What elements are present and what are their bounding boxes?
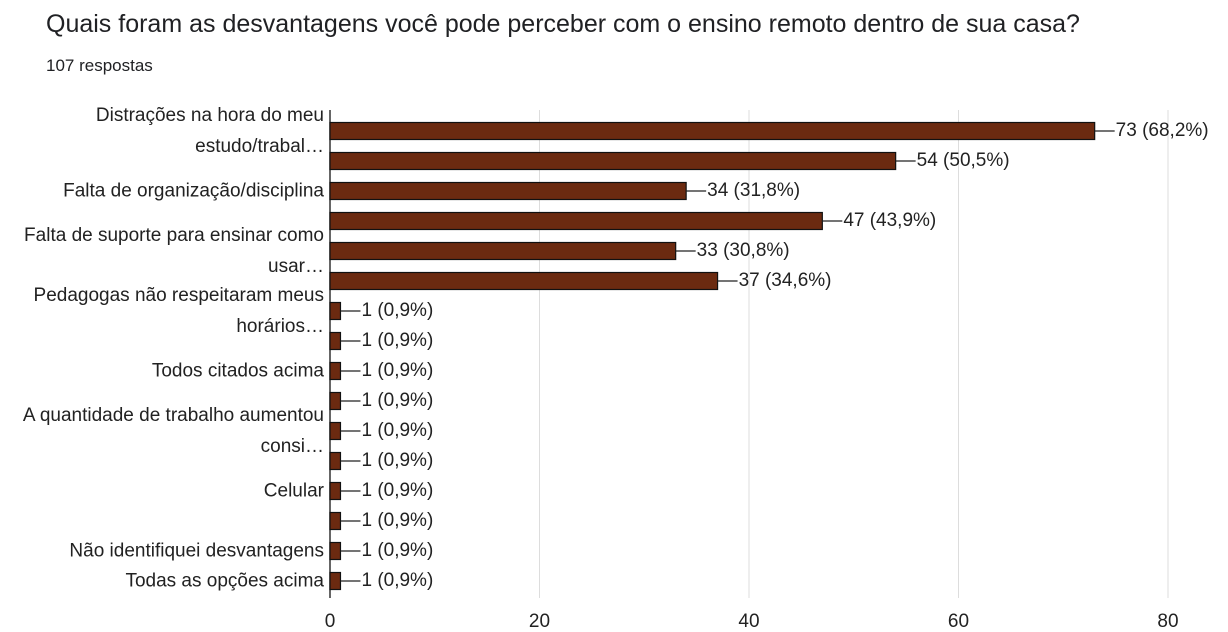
value-label: 1 (0,9%) bbox=[361, 420, 433, 441]
x-tick-label: 40 bbox=[738, 611, 759, 632]
value-label: 73 (68,2%) bbox=[1116, 120, 1209, 141]
value-label: 1 (0,9%) bbox=[361, 510, 433, 531]
bar bbox=[329, 331, 342, 351]
value-label: 1 (0,9%) bbox=[361, 300, 433, 321]
chart-title: Quais foram as desvantagens você pode pe… bbox=[46, 10, 1080, 38]
bar bbox=[329, 301, 342, 321]
bar bbox=[329, 541, 342, 561]
value-label: 1 (0,9%) bbox=[361, 540, 433, 561]
chart-subtitle: 107 respostas bbox=[46, 56, 153, 75]
x-tick-label: 0 bbox=[325, 611, 336, 632]
value-label: 47 (43,9%) bbox=[843, 210, 936, 231]
category-label: Não identifiquei desvantagens bbox=[69, 540, 324, 562]
value-label: 37 (34,6%) bbox=[739, 270, 832, 291]
bar bbox=[329, 391, 342, 411]
value-label: 1 (0,9%) bbox=[361, 480, 433, 501]
bar bbox=[329, 571, 342, 591]
bar bbox=[329, 181, 687, 201]
category-label: Falta de suporte para ensinar como usar… bbox=[24, 225, 324, 277]
x-tick-label: 60 bbox=[948, 611, 969, 632]
category-label: Todas as opções acima bbox=[125, 570, 324, 592]
bar bbox=[329, 211, 823, 231]
bar bbox=[329, 481, 342, 501]
value-label: 1 (0,9%) bbox=[361, 330, 433, 351]
bar bbox=[329, 151, 897, 171]
value-label: 34 (31,8%) bbox=[707, 180, 800, 201]
value-label: 33 (30,8%) bbox=[697, 240, 790, 261]
category-label: A quantidade de trabalho aumentou consi… bbox=[22, 405, 324, 457]
value-label: 54 (50,5%) bbox=[917, 150, 1010, 171]
value-label: 1 (0,9%) bbox=[361, 360, 433, 381]
bar bbox=[329, 361, 342, 381]
value-label: 1 (0,9%) bbox=[361, 390, 433, 411]
x-tick-label: 20 bbox=[529, 611, 550, 632]
bar bbox=[329, 241, 677, 261]
bar bbox=[329, 451, 342, 471]
bar bbox=[329, 121, 1096, 141]
category-label: Todos citados acima bbox=[151, 360, 324, 382]
value-label: 1 (0,9%) bbox=[361, 450, 433, 471]
category-label: Pedagogas não respeitaram meus horários… bbox=[33, 285, 324, 337]
bar bbox=[329, 421, 342, 441]
bar bbox=[329, 271, 719, 291]
category-label: Distrações na hora do meu estudo/trabal… bbox=[95, 105, 324, 157]
category-label: Falta de organização/disciplina bbox=[63, 180, 324, 202]
bar bbox=[329, 511, 342, 531]
value-label: 1 (0,9%) bbox=[361, 570, 433, 591]
category-label: Celular bbox=[263, 480, 324, 502]
x-tick-label: 80 bbox=[1157, 611, 1178, 632]
